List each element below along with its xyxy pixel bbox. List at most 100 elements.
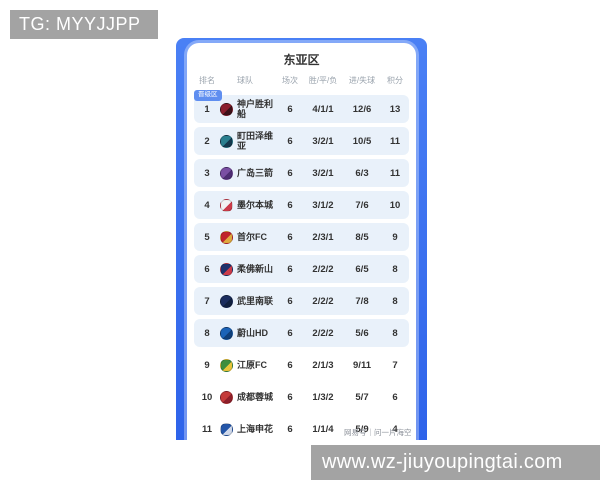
wdl-cell: 3/2/1 (312, 135, 334, 147)
points-cell: 4 (392, 423, 398, 435)
rank-cell: 1 (204, 103, 210, 115)
team-logo-icon (220, 134, 233, 148)
table-row[interactable]: 10 成都蓉城 6 1/3/2 5/7 6 (194, 383, 409, 411)
team-name: 江原FC (237, 360, 267, 370)
wdl-cell: 3/2/1 (312, 167, 334, 179)
team-logo-icon (220, 326, 233, 340)
team-logo-icon (220, 262, 233, 276)
team-logo-icon (220, 422, 233, 436)
team-name: 墨尔本城 (237, 200, 274, 210)
points-cell: 11 (389, 135, 401, 147)
points-cell: 7 (392, 359, 398, 371)
goals-cell: 6/3 (355, 167, 369, 179)
rank-cell: 8 (204, 327, 210, 339)
col-header-goals: 进/失球 (348, 76, 376, 85)
table-header: 排名 球队 场次 胜/平/负 进/失球 积分 (187, 75, 416, 86)
goals-cell: 6/5 (355, 263, 369, 275)
standings-card: 东亚区 排名 球队 场次 胜/平/负 进/失球 积分 晋级区 1 神户胜利船 6… (187, 43, 416, 440)
goals-cell: 5/9 (355, 423, 369, 435)
points-cell: 6 (392, 391, 398, 403)
table-row[interactable]: 6 柔佛新山 6 2/2/2 6/5 8 (194, 255, 409, 283)
rank-cell: 3 (204, 167, 210, 179)
qualify-badge: 晋级区 (194, 90, 222, 101)
table-row[interactable]: 2 町田泽维亚 6 3/2/1 10/5 11 (194, 127, 409, 155)
rank-cell: 7 (204, 295, 210, 307)
team-logo-icon (220, 294, 233, 308)
team-name: 上海申花 (237, 424, 274, 434)
wdl-cell: 2/1/3 (312, 359, 334, 371)
wdl-cell: 1/1/4 (312, 423, 334, 435)
team-name: 成都蓉城 (237, 392, 274, 402)
games-cell: 6 (287, 295, 293, 307)
wdl-cell: 4/1/1 (312, 103, 334, 115)
rank-cell: 4 (204, 199, 210, 211)
goals-cell: 8/5 (355, 231, 369, 243)
games-cell: 6 (287, 103, 293, 115)
points-cell: 11 (389, 167, 401, 179)
wdl-cell: 2/2/2 (312, 327, 334, 339)
team-logo-icon (220, 358, 233, 372)
team-logo-icon (220, 166, 233, 180)
standings-rows: 晋级区 1 神户胜利船 6 4/1/1 12/6 13 2 町田泽维亚 6 3/… (187, 90, 416, 440)
table-row[interactable]: 晋级区 1 神户胜利船 6 4/1/1 12/6 13 (194, 90, 409, 123)
team-name: 神户胜利船 (237, 99, 274, 119)
team-name: 武里南联 (237, 296, 274, 306)
zone-title: 东亚区 (283, 53, 320, 67)
goals-cell: 7/8 (355, 295, 369, 307)
col-header-team: 球队 (237, 76, 253, 85)
rank-cell: 6 (204, 263, 210, 275)
team-logo-icon (220, 230, 233, 244)
points-cell: 8 (392, 295, 398, 307)
points-cell: 10 (389, 199, 401, 211)
standings-panel: 东亚区 排名 球队 场次 胜/平/负 进/失球 积分 晋级区 1 神户胜利船 6… (176, 38, 427, 440)
points-cell: 13 (389, 103, 401, 115)
wdl-cell: 2/2/2 (312, 295, 334, 307)
games-cell: 6 (287, 359, 293, 371)
games-cell: 6 (287, 391, 293, 403)
rank-cell: 11 (201, 423, 213, 435)
tg-watermark: TG: MYYJJPP (10, 10, 158, 39)
rank-cell: 10 (201, 391, 213, 403)
games-cell: 6 (287, 135, 293, 147)
games-cell: 6 (287, 263, 293, 275)
goals-cell: 5/6 (355, 327, 369, 339)
goals-cell: 9/11 (353, 359, 371, 371)
table-row[interactable]: 9 江原FC 6 2/1/3 9/11 7 (194, 351, 409, 379)
games-cell: 6 (287, 167, 293, 179)
site-watermark: www.wz-jiuyoupingtai.com (311, 445, 600, 480)
col-header-rank: 排名 (199, 76, 215, 85)
table-row[interactable]: 8 蔚山HD 6 2/2/2 5/6 8 (194, 319, 409, 347)
goals-cell: 7/6 (355, 199, 369, 211)
team-logo-icon (220, 198, 233, 212)
rank-cell: 9 (204, 359, 210, 371)
table-row[interactable]: 4 墨尔本城 6 3/1/2 7/6 10 (194, 191, 409, 219)
team-logo-icon (220, 102, 233, 116)
team-name: 蔚山HD (237, 328, 268, 338)
points-cell: 8 (392, 327, 398, 339)
table-row[interactable]: 3 广岛三箭 6 3/2/1 6/3 11 (194, 159, 409, 187)
col-header-wdl: 胜/平/负 (308, 76, 338, 85)
goals-cell: 5/7 (355, 391, 369, 403)
games-cell: 6 (287, 423, 293, 435)
wdl-cell: 1/3/2 (312, 391, 334, 403)
table-row[interactable]: 11 上海申花 6 1/1/4 5/9 4 (194, 415, 409, 440)
games-cell: 6 (287, 231, 293, 243)
wdl-cell: 2/2/2 (312, 263, 334, 275)
team-logo-icon (220, 390, 233, 404)
table-row[interactable]: 7 武里南联 6 2/2/2 7/8 8 (194, 287, 409, 315)
points-cell: 9 (392, 231, 398, 243)
goals-cell: 12/6 (352, 103, 372, 115)
col-header-games: 场次 (282, 76, 298, 85)
table-row[interactable]: 5 首尔FC 6 2/3/1 8/5 9 (194, 223, 409, 251)
rank-cell: 2 (204, 135, 210, 147)
col-header-points: 积分 (387, 76, 403, 85)
wdl-cell: 3/1/2 (312, 199, 334, 211)
rank-cell: 5 (204, 231, 210, 243)
team-name: 广岛三箭 (237, 168, 274, 178)
games-cell: 6 (287, 327, 293, 339)
team-name: 町田泽维亚 (237, 131, 274, 151)
points-cell: 8 (392, 263, 398, 275)
goals-cell: 10/5 (352, 135, 372, 147)
wdl-cell: 2/3/1 (312, 231, 334, 243)
team-name: 首尔FC (237, 232, 267, 242)
